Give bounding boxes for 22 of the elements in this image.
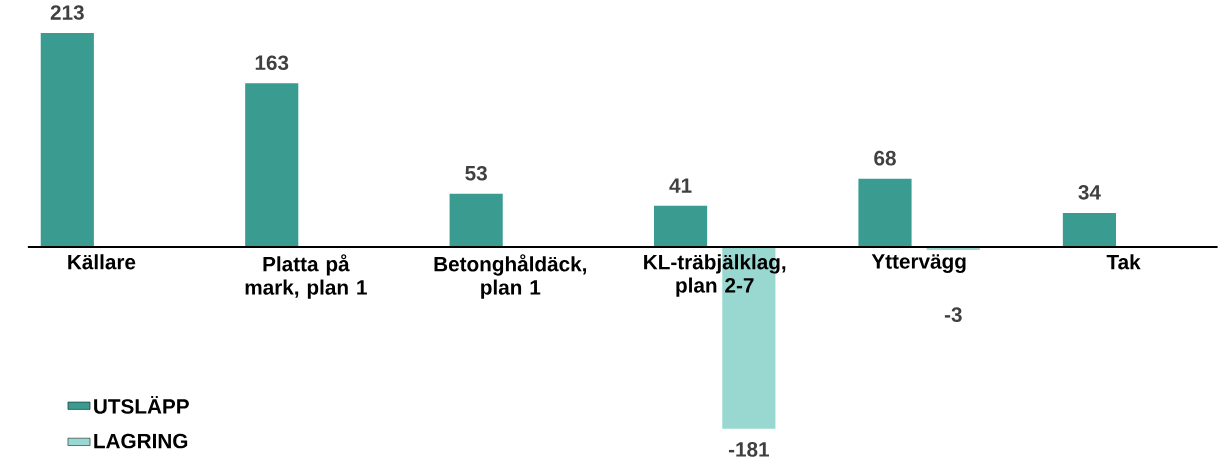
bar [1062,212,1116,248]
data-label: 53 [465,165,487,181]
legend-label: UTSLÄPP [94,395,189,414]
data-label: 41 [669,178,692,193]
x-tick-label: Betonghåldäck, plan 1 [434,254,587,299]
data-label: 34 [1078,185,1101,200]
data-label: 68 [874,150,896,166]
x-tick-label: KL-träbjälklag, plan 2-7 [644,254,786,297]
data-label: -3 [944,307,962,323]
bar [40,33,94,248]
legend-label: LAGRING [94,433,188,449]
data-label: 213 [50,5,84,20]
x-tick-label: Tak [1106,254,1141,270]
bar [858,178,912,248]
bar [245,83,299,248]
data-label: 163 [255,55,289,71]
x-tick-label: Platta på mark, plan 1 [245,254,367,299]
bar [654,205,708,248]
x-tick-label: Källare [68,254,136,270]
bar [449,193,503,248]
data-label: -181 [728,442,770,457]
x-tick-label: Yttervägg [871,254,966,273]
